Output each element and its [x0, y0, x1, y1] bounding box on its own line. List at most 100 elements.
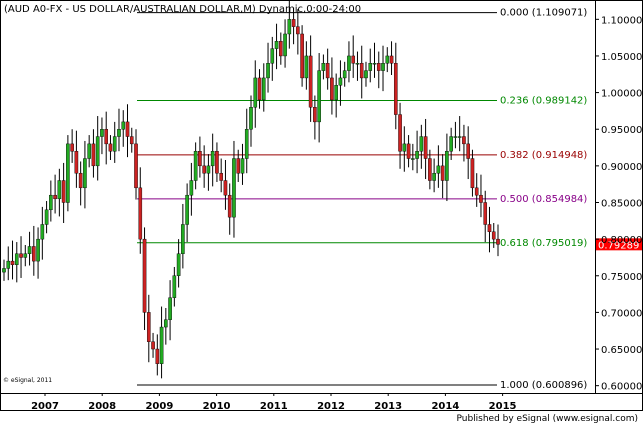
- candle-down: [487, 224, 492, 233]
- fibonacci-levels: 0.000 (1.109071) 0.236 (0.989142) 0.382 (0…: [137, 8, 587, 391]
- candle-down: [134, 143, 138, 189]
- x-tick-label: 2007: [31, 401, 59, 412]
- candle-up: [381, 63, 385, 71]
- fib-label: 0.000 (1.109071): [500, 8, 587, 19]
- fib-label: 1.000 (0.600896): [500, 380, 587, 391]
- candle-up: [210, 151, 215, 167]
- candle-down: [462, 136, 466, 145]
- chart-title: (AUD A0-FX - US DOLLAR/AUSTRALIAN DOLLAR…: [4, 4, 361, 15]
- candle-down: [483, 202, 488, 225]
- candle-up: [232, 158, 236, 218]
- candle-up: [453, 136, 458, 138]
- candle-up: [432, 172, 436, 181]
- candle-down: [279, 41, 283, 57]
- candle-down: [313, 107, 317, 123]
- candle-up: [36, 238, 40, 262]
- candle-up: [364, 70, 368, 79]
- candle-up: [355, 63, 360, 65]
- watermark: © eSignal, 2011: [3, 377, 52, 384]
- last-price-label: 0.79289: [598, 240, 639, 251]
- candle-down: [470, 158, 475, 189]
- candle-down: [330, 77, 334, 101]
- candle-up: [415, 151, 419, 159]
- candle-up: [57, 180, 62, 200]
- x-tick-label: 2010: [203, 401, 231, 412]
- candle-up: [249, 107, 253, 130]
- candle-up: [83, 158, 87, 189]
- candle-down: [291, 19, 296, 27]
- candle-down: [61, 180, 66, 203]
- candle-down: [32, 246, 36, 262]
- candle-down: [236, 158, 241, 174]
- candle-up: [117, 129, 121, 137]
- candle-up: [368, 63, 373, 71]
- candle-down: [142, 238, 147, 313]
- candle-up: [66, 143, 70, 203]
- candles: [2, 0, 500, 379]
- candle-up: [274, 41, 279, 49]
- candle-up: [2, 268, 6, 273]
- candle-down: [129, 136, 134, 145]
- candle-up: [342, 70, 347, 79]
- candle-up: [287, 19, 292, 35]
- candle-down: [155, 348, 160, 364]
- candle-down: [376, 63, 381, 71]
- candle-down: [104, 129, 109, 145]
- candle-down: [398, 114, 402, 152]
- candle-up: [244, 129, 249, 159]
- x-tick-label: 2011: [260, 401, 288, 412]
- fib-label: 0.382 (0.914948): [500, 150, 587, 161]
- fib-label: 0.236 (0.989142): [500, 96, 587, 107]
- candle-up: [402, 143, 407, 152]
- candle-down: [389, 55, 394, 64]
- candle-down: [466, 143, 470, 159]
- candle-up: [411, 158, 415, 160]
- candle-up: [164, 319, 168, 328]
- candle-down: [219, 172, 223, 181]
- candle-up: [23, 253, 28, 258]
- candle-down: [325, 63, 330, 79]
- candle-up: [321, 63, 326, 71]
- candle-up: [266, 63, 270, 79]
- candle-down: [308, 55, 313, 108]
- last-price-marker: 0.79289: [596, 238, 642, 251]
- candle-up: [449, 136, 453, 152]
- candle-up: [27, 246, 32, 254]
- x-tick-label: 2012: [317, 401, 345, 412]
- candle-down: [10, 260, 15, 265]
- candle-down: [406, 143, 411, 159]
- last-price-box: [596, 238, 642, 251]
- fib-label: 0.618 (0.795019): [500, 238, 587, 249]
- candle-down: [440, 165, 445, 181]
- y-tick-label: 1.100001: [601, 15, 643, 26]
- publisher-credit: Published by eSignal (www.esignal.com): [456, 414, 638, 424]
- candle-down: [146, 312, 151, 342]
- candle-down: [215, 151, 219, 174]
- candle-down: [479, 194, 483, 203]
- candle-up: [6, 260, 11, 269]
- candle-up: [172, 275, 177, 298]
- candle-up: [304, 55, 309, 79]
- candle-up: [40, 224, 45, 240]
- candle-down: [257, 77, 262, 101]
- candle-down: [53, 194, 57, 200]
- candle-up: [334, 85, 338, 101]
- candle-down: [496, 238, 500, 245]
- candle-up: [100, 129, 104, 137]
- x-tick-label: 2009: [145, 401, 173, 412]
- candle-up: [270, 48, 275, 64]
- candle-down: [138, 187, 143, 240]
- candle-up: [193, 151, 198, 181]
- candle-up: [159, 326, 164, 364]
- candle-down: [300, 33, 304, 79]
- candle-up: [385, 55, 390, 64]
- x-tick-label: 2008: [88, 401, 116, 412]
